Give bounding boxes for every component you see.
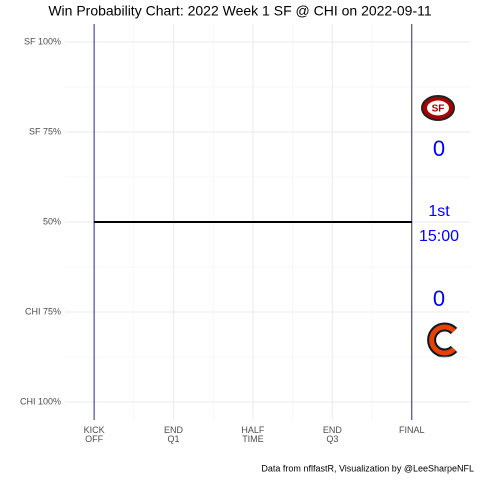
x-tick-label: END Q3 xyxy=(322,425,342,444)
svg-text:SF: SF xyxy=(432,104,445,115)
sf-score: 0 xyxy=(433,136,445,161)
y-tick-label: CHI 75% xyxy=(25,306,61,316)
y-tick-label: SF 100% xyxy=(24,36,61,46)
sf-logo: SF xyxy=(421,95,455,121)
chart-title: Win Probability Chart: 2022 Week 1 SF @ … xyxy=(48,3,432,19)
caption: Data from nflfastR, Visualization by @Le… xyxy=(261,463,474,473)
x-tick-label: END Q1 xyxy=(164,425,184,444)
x-tick-label: HALF TIME xyxy=(241,425,265,444)
quarter: 1st xyxy=(428,203,450,220)
clock: 15:00 xyxy=(419,228,459,245)
chi-logo xyxy=(427,322,458,358)
x-tick-label: KICK OFF xyxy=(83,425,105,444)
y-tick-label: SF 75% xyxy=(29,126,61,136)
chi-score: 0 xyxy=(433,286,445,311)
y-tick-label: 50% xyxy=(43,216,61,226)
x-tick-label: FINAL xyxy=(398,425,425,435)
y-tick-label: CHI 100% xyxy=(20,396,61,406)
